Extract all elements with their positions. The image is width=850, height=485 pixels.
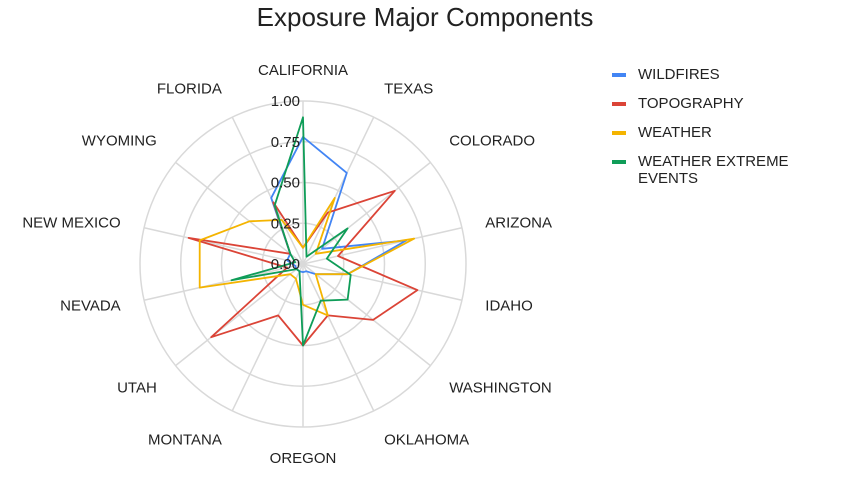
category-label: MONTANA (148, 432, 222, 449)
category-label: NEVADA (60, 298, 121, 315)
legend-item: WEATHER (612, 124, 842, 141)
grid-spoke (175, 161, 304, 265)
category-label: ARIZONA (485, 214, 552, 231)
legend-item: WILDFIRES (612, 66, 842, 83)
legend-label: TOPOGRAPHY (638, 95, 744, 112)
category-label: FLORIDA (157, 81, 222, 98)
chart-legend: WILDFIRES TOPOGRAPHY WEATHER WEATHER EXTREM… (612, 66, 842, 199)
category-label: TEXAS (384, 81, 433, 98)
legend-label: WEATHER (638, 124, 712, 141)
category-label: OKLAHOMA (384, 432, 469, 449)
category-label: UTAH (117, 380, 157, 397)
r-tick-label: 0.75 (271, 134, 300, 151)
series-line-weather-extreme-events (230, 116, 352, 347)
radar-series (187, 116, 419, 347)
grid-spoke (302, 116, 375, 265)
grid-spoke (231, 116, 304, 265)
r-tick-label: 0.25 (271, 215, 300, 232)
grid-spoke (175, 263, 304, 367)
legend-swatch (612, 102, 626, 106)
series-line-wildfires (270, 135, 408, 276)
series-line-weather (198, 196, 416, 317)
r-tick-label: 1.00 (271, 93, 300, 110)
legend-swatch (612, 73, 626, 77)
legend-label: WEATHER EXTREME EVENTS (638, 153, 789, 187)
legend-swatch (612, 131, 626, 135)
grid-spoke (143, 263, 304, 302)
r-tick-label: 0.00 (271, 256, 300, 273)
legend-swatch (612, 160, 626, 164)
grid-spoke (302, 263, 431, 367)
grid-spoke (302, 263, 375, 412)
grid-spoke (302, 263, 463, 302)
grid-spoke (143, 226, 304, 265)
grid-spoke (231, 263, 304, 412)
category-label: WYOMING (82, 132, 157, 149)
category-label: IDAHO (485, 298, 533, 315)
category-label: CALIFORNIA (258, 62, 348, 79)
radar-labels: 0.00 0.25 0.50 0.75 1.00 CALIFORNIA TEXAS COLOR… (22, 62, 552, 467)
chart-title: Exposure Major Components (256, 2, 594, 32)
legend-item: WEATHER EXTREME EVENTS (612, 153, 842, 187)
legend-item: TOPOGRAPHY (612, 95, 842, 112)
category-label: NEW MEXICO (22, 214, 120, 231)
grid-spoke (302, 161, 431, 265)
grid-spoke (302, 226, 463, 265)
r-tick-label: 0.50 (271, 175, 300, 192)
legend-label: WILDFIRES (638, 66, 720, 83)
category-label: COLORADO (449, 132, 535, 149)
category-label: OREGON (270, 450, 337, 467)
category-label: WASHINGTON (449, 380, 552, 397)
